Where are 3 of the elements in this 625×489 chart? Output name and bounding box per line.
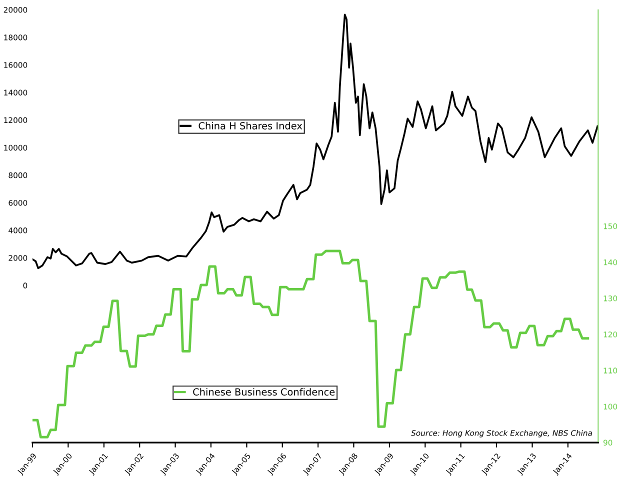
- legend-label: Chinese Business Confidence: [193, 388, 335, 396]
- line-series: [32, 14, 598, 270]
- legend-label: China H Shares Index: [198, 122, 302, 130]
